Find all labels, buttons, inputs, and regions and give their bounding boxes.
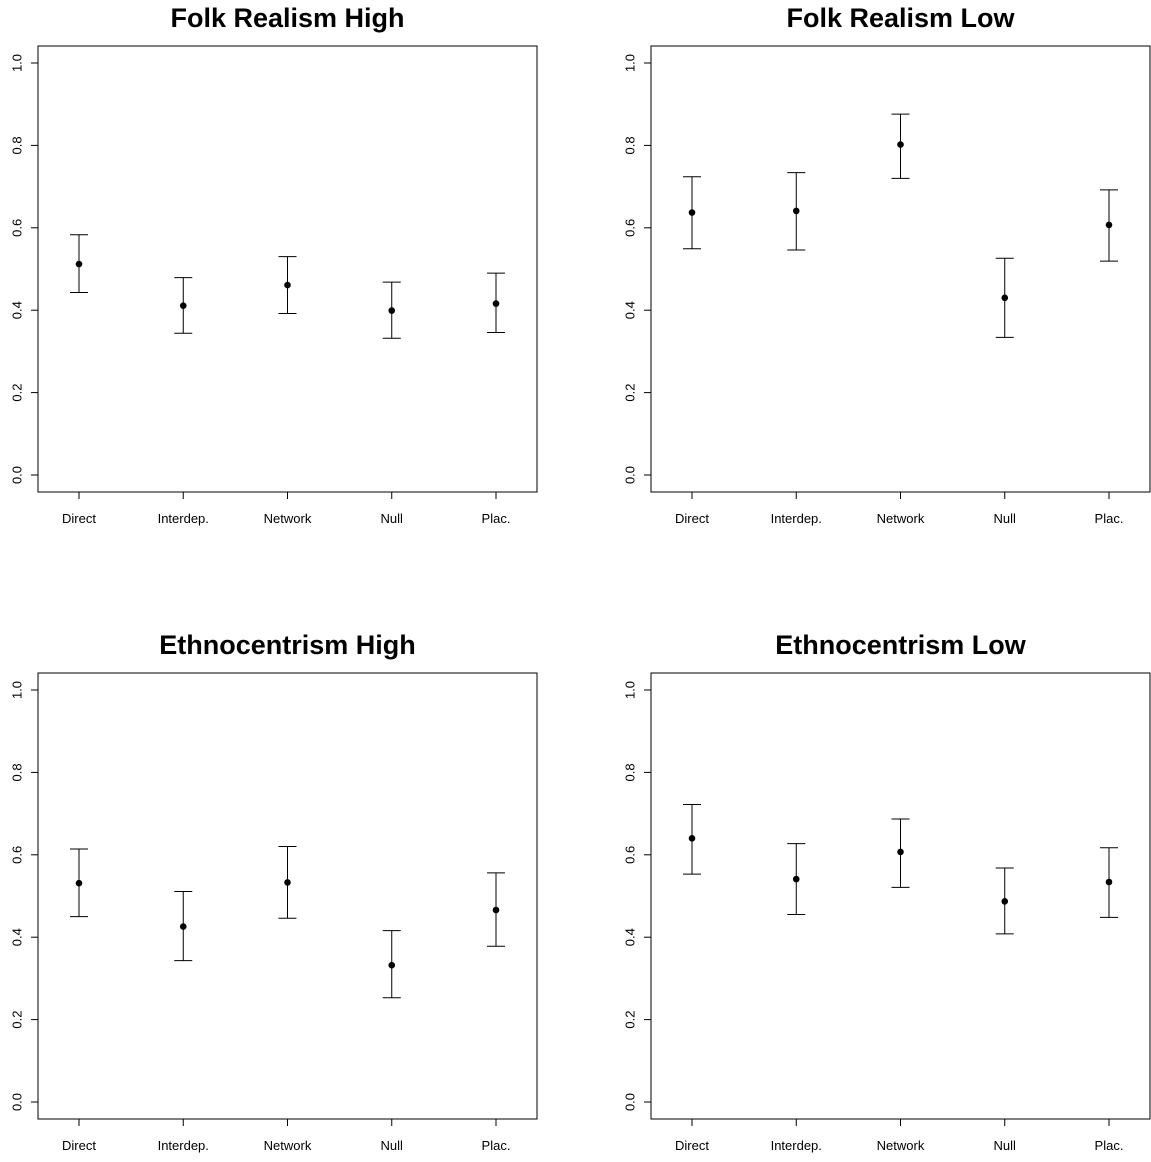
y-tick-label: 0.8	[622, 136, 637, 154]
y-tick-label: 1.0	[9, 681, 24, 699]
y-tick-label: 1.0	[622, 54, 637, 72]
x-tick-label: Plac.	[482, 511, 511, 526]
chart-title: Ethnocentrism High	[159, 630, 416, 660]
data-point	[792, 875, 800, 883]
data-point	[75, 879, 83, 887]
chart-panel: Folk Realism High 0.0 0.2 0.4 0.6 0.8 1.0 Direc…	[9, 3, 538, 526]
y-tick-label: 0.8	[9, 763, 24, 781]
x-tick-label: Plac.	[1095, 511, 1124, 526]
y-tick-label: 0.0	[622, 1093, 637, 1111]
y-tick-label: 0.6	[622, 219, 637, 237]
x-tick-label: Direct	[675, 511, 709, 526]
x-tick-label: Null	[994, 511, 1017, 526]
y-tick-label: 0.4	[622, 928, 637, 946]
x-tick-label: Network	[877, 1138, 925, 1153]
y-tick-label: 0.4	[622, 301, 637, 319]
x-tick-label: Null	[381, 1138, 404, 1153]
chart-title: Folk Realism Low	[786, 3, 1015, 33]
y-tick-label: 1.0	[622, 681, 637, 699]
data-point	[492, 300, 500, 307]
chart-panel: Ethnocentrism Low 0.0 0.2 0.4 0.6 0.8 1.0 Direc…	[622, 630, 1151, 1153]
y-tick-label: 0.6	[9, 846, 24, 864]
data-point	[492, 906, 500, 914]
chart-title: Ethnocentrism Low	[775, 630, 1027, 660]
y-tick-label: 0.2	[622, 384, 637, 402]
y-tick-label: 0.0	[9, 466, 24, 484]
x-tick-label: Interdep.	[771, 1138, 822, 1153]
x-tick-label: Null	[381, 511, 404, 526]
data-point	[179, 302, 187, 309]
y-tick-label: 0.6	[9, 219, 24, 237]
x-tick-label: Interdep.	[158, 1138, 209, 1153]
x-tick-label: Null	[994, 1138, 1017, 1153]
chart-panel: Ethnocentrism High 0.0 0.2 0.4 0.6 0.8 1.0 Dire…	[9, 630, 538, 1153]
x-tick-label: Plac.	[482, 1138, 511, 1153]
data-point	[284, 281, 291, 289]
data-point	[1001, 294, 1009, 302]
y-tick-label: 1.0	[9, 54, 24, 72]
y-tick-label: 0.6	[622, 846, 637, 864]
y-tick-label: 0.0	[622, 466, 637, 484]
chart-title: Folk Realism High	[170, 3, 404, 33]
y-tick-label: 0.8	[9, 136, 24, 154]
data-point	[792, 207, 800, 215]
y-tick-label: 0.0	[9, 1093, 24, 1111]
x-tick-label: Direct	[62, 1138, 96, 1153]
data-point	[688, 209, 696, 216]
x-tick-label: Network	[264, 511, 312, 526]
x-tick-label: Direct	[675, 1138, 709, 1153]
data-point	[897, 141, 904, 148]
data-point	[688, 835, 696, 842]
x-tick-label: Network	[877, 511, 925, 526]
data-point	[179, 923, 187, 930]
data-point	[1105, 221, 1113, 229]
plot-frame	[650, 45, 1151, 493]
y-tick-label: 0.2	[622, 1011, 637, 1029]
data-point	[284, 879, 291, 886]
y-tick-label: 0.2	[9, 384, 24, 402]
x-tick-label: Plac.	[1095, 1138, 1124, 1153]
y-tick-label: 0.8	[622, 763, 637, 781]
data-point	[75, 260, 83, 268]
x-tick-label: Interdep.	[771, 511, 822, 526]
x-tick-label: Network	[264, 1138, 312, 1153]
y-tick-label: 0.4	[9, 301, 24, 319]
x-tick-label: Direct	[62, 511, 96, 526]
data-point	[388, 307, 396, 314]
data-point	[1001, 898, 1009, 905]
data-point	[1105, 878, 1113, 886]
chart-panel: Folk Realism Low 0.0 0.2 0.4 0.6 0.8 1.0 Direct…	[622, 3, 1151, 526]
x-tick-label: Interdep.	[158, 511, 209, 526]
data-point	[897, 848, 904, 856]
y-tick-label: 0.4	[9, 928, 24, 946]
plot-frame	[650, 672, 1151, 1120]
data-point	[388, 961, 396, 969]
y-tick-label: 0.2	[9, 1011, 24, 1029]
